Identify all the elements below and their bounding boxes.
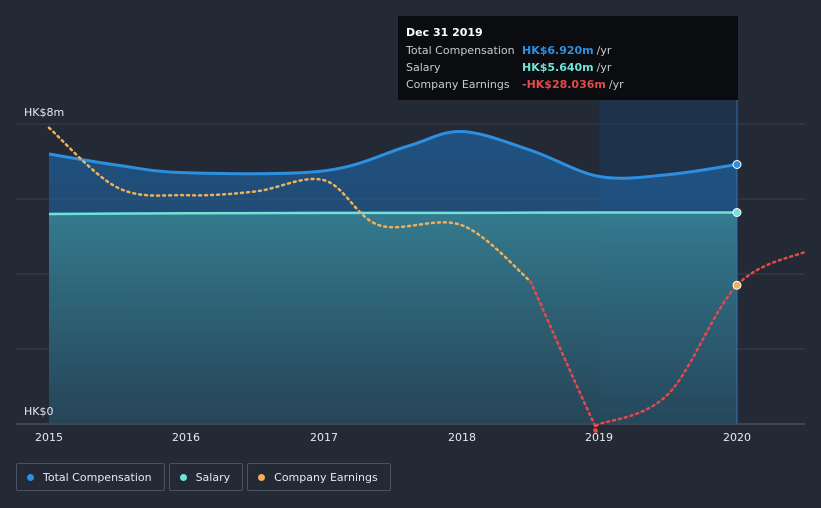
- tooltip-value: -HK$28.036m: [522, 78, 606, 91]
- chart-legend: Total Compensation Salary Company Earnin…: [16, 463, 391, 491]
- legend-dot-icon: [258, 473, 266, 481]
- tooltip-row-total-compensation: Total Compensation HK$6.920m /yr: [406, 42, 730, 59]
- y-tick-label-bottom: HK$0: [24, 405, 54, 418]
- company-earnings-marker[interactable]: [732, 280, 742, 290]
- x-tick-label-2016: 2016: [172, 431, 200, 444]
- legend-item-company-earnings[interactable]: Company Earnings: [247, 463, 391, 491]
- total-compensation-marker[interactable]: [732, 160, 742, 169]
- legend-label: Total Compensation: [43, 470, 152, 484]
- salary-area: [49, 212, 737, 424]
- tooltip-value: HK$6.920m: [522, 44, 594, 57]
- tooltip-label: Company Earnings: [406, 78, 510, 91]
- x-tick-label-2018: 2018: [448, 431, 476, 444]
- x-tick-label-2019: 2019: [585, 431, 613, 444]
- tooltip-unit: /yr: [596, 44, 612, 57]
- tooltip-row-salary: Salary HK$5.640m /yr: [406, 59, 730, 76]
- total-compensation-line: [48, 129, 738, 180]
- legend-label: Company Earnings: [274, 470, 378, 484]
- tooltip-value: HK$5.640m: [522, 61, 594, 74]
- chart-tooltip: Dec 31 2019 Total Compensation HK$6.920m…: [398, 16, 738, 100]
- legend-label: Salary: [195, 470, 231, 484]
- legend-item-total-compensation[interactable]: Total Compensation: [16, 463, 165, 491]
- salary-marker[interactable]: [732, 208, 742, 217]
- legend-dot-icon: [27, 473, 34, 481]
- tooltip-row-company-earnings: Company Earnings -HK$28.036m /yr: [406, 76, 730, 93]
- tooltip-unit: /yr: [596, 61, 612, 74]
- legend-item-salary[interactable]: Salary: [168, 463, 244, 491]
- x-tick-label-2020: 2020: [723, 431, 751, 444]
- tooltip-date: Dec 31 2019: [406, 26, 483, 39]
- salary-line: [48, 211, 738, 216]
- x-tick-label-2015: 2015: [35, 431, 63, 444]
- company-earnings-line-positive: [47, 126, 532, 283]
- tooltip-label: Salary: [406, 61, 441, 74]
- tooltip-unit: /yr: [608, 78, 624, 91]
- legend-dot-icon: [179, 473, 187, 481]
- x-tick-label-2017: 2017: [310, 431, 338, 444]
- y-tick-label-top: HK$8m: [24, 106, 65, 119]
- tooltip-label: Total Compensation: [406, 44, 515, 57]
